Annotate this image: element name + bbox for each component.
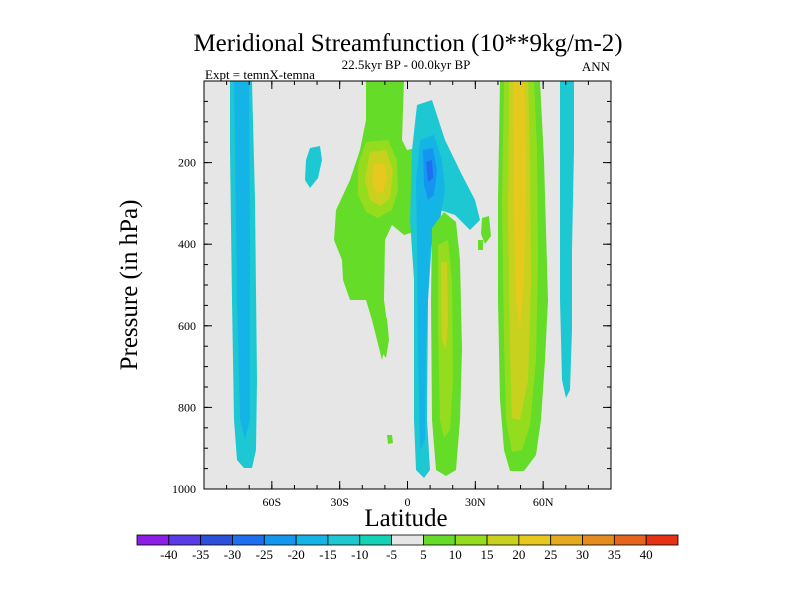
contour-fills (230, 81, 574, 478)
colorbar-swatch (200, 534, 233, 546)
x-tick-label: 30N (465, 495, 486, 509)
y-tick-label: 600 (178, 319, 196, 333)
contour-midlat-north-orange (513, 81, 526, 330)
colorbar-label: -20 (287, 547, 304, 562)
colorbar-swatch (550, 534, 583, 546)
x-tick-label: 30S (330, 495, 349, 509)
chart-subtitle-center: 22.5kyr BP - 00.0kyr BP (342, 57, 471, 72)
colorbar-swatch (486, 534, 520, 546)
x-tick-label: 60N (533, 495, 554, 509)
y-tick-label: 1000 (172, 482, 196, 496)
colorbar-swatch (232, 534, 265, 546)
y-axis-label: Pressure (in hPa) (116, 200, 143, 371)
x-tick-label: 0 (405, 495, 411, 509)
colorbar-label: 30 (576, 547, 589, 562)
colorbar-label: 20 (512, 547, 525, 562)
colorbar-swatch (327, 534, 361, 546)
contour-equatorial-negative-mid (416, 135, 445, 450)
colorbar-swatch (168, 534, 202, 546)
contour-north-blob-b (478, 240, 483, 250)
colorbar-swatch (613, 534, 647, 546)
colorbar-swatch (518, 534, 552, 546)
contour-subtropical-south-core (372, 163, 387, 193)
colorbar-label: 35 (608, 547, 621, 562)
colorbar-label: -10 (351, 547, 368, 562)
colorbar-swatch (454, 534, 488, 546)
colorbar-swatch (359, 534, 392, 546)
y-tick-label: 200 (178, 156, 196, 170)
x-axis: 60S 30S 0 30N 60N (226, 81, 589, 509)
colorbar-swatch (295, 534, 329, 546)
colorbar-label: 10 (449, 547, 462, 562)
x-tick-label: 60S (262, 495, 281, 509)
colorbar: -40 -35 -30 -25 -20 -15 -10 -5 5 10 15 20 25 30 35 40 (136, 534, 679, 562)
y-tick-label: 800 (178, 400, 196, 414)
plot-background (204, 81, 611, 489)
colorbar-label: -25 (256, 547, 273, 562)
x-axis-label: Latitude (364, 505, 447, 532)
chart-subtitle-left: Expt = temnX-temna (205, 67, 315, 82)
y-axis: 200 400 600 800 1000 (172, 100, 611, 496)
contour-tropical-north-core (441, 262, 448, 350)
colorbar-label: -30 (224, 547, 241, 562)
colorbar-label: 5 (420, 547, 427, 562)
colorbar-swatch (263, 534, 297, 546)
colorbar-label: 15 (481, 547, 494, 562)
chart-subtitle-right: ANN (582, 59, 611, 74)
colorbar-swatch (582, 534, 615, 546)
colorbar-label: 40 (640, 547, 653, 562)
colorbar-swatch (423, 534, 456, 546)
colorbar-swatch (136, 534, 170, 546)
colorbar-swatch (391, 534, 424, 546)
contour-small-negative-blob (305, 146, 322, 188)
contour-subtropical-south-outer (334, 81, 430, 360)
contour-equator-blob-a (380, 318, 389, 358)
plot-area: 60S 30S 0 30N 60N 200 400 600 800 1000 (172, 80, 612, 509)
contour-north-blob-a (481, 216, 491, 244)
colorbar-label: -40 (160, 547, 177, 562)
colorbar-swatch (645, 534, 679, 546)
chart-title: Meridional Streamfunction (10**9kg/m-2) (193, 30, 622, 57)
contour-equatorial-negative-deep (426, 160, 433, 182)
colorbar-label: -35 (192, 547, 209, 562)
y-tick-label: 400 (178, 237, 196, 251)
colorbar-label: -15 (319, 547, 336, 562)
contour-equator-blob-b (387, 435, 393, 444)
contour-southern-jet-inner (234, 81, 250, 440)
contour-highlat-north-outer (560, 81, 574, 398)
colorbar-label: 25 (544, 547, 557, 562)
colorbar-label: -5 (386, 547, 397, 562)
